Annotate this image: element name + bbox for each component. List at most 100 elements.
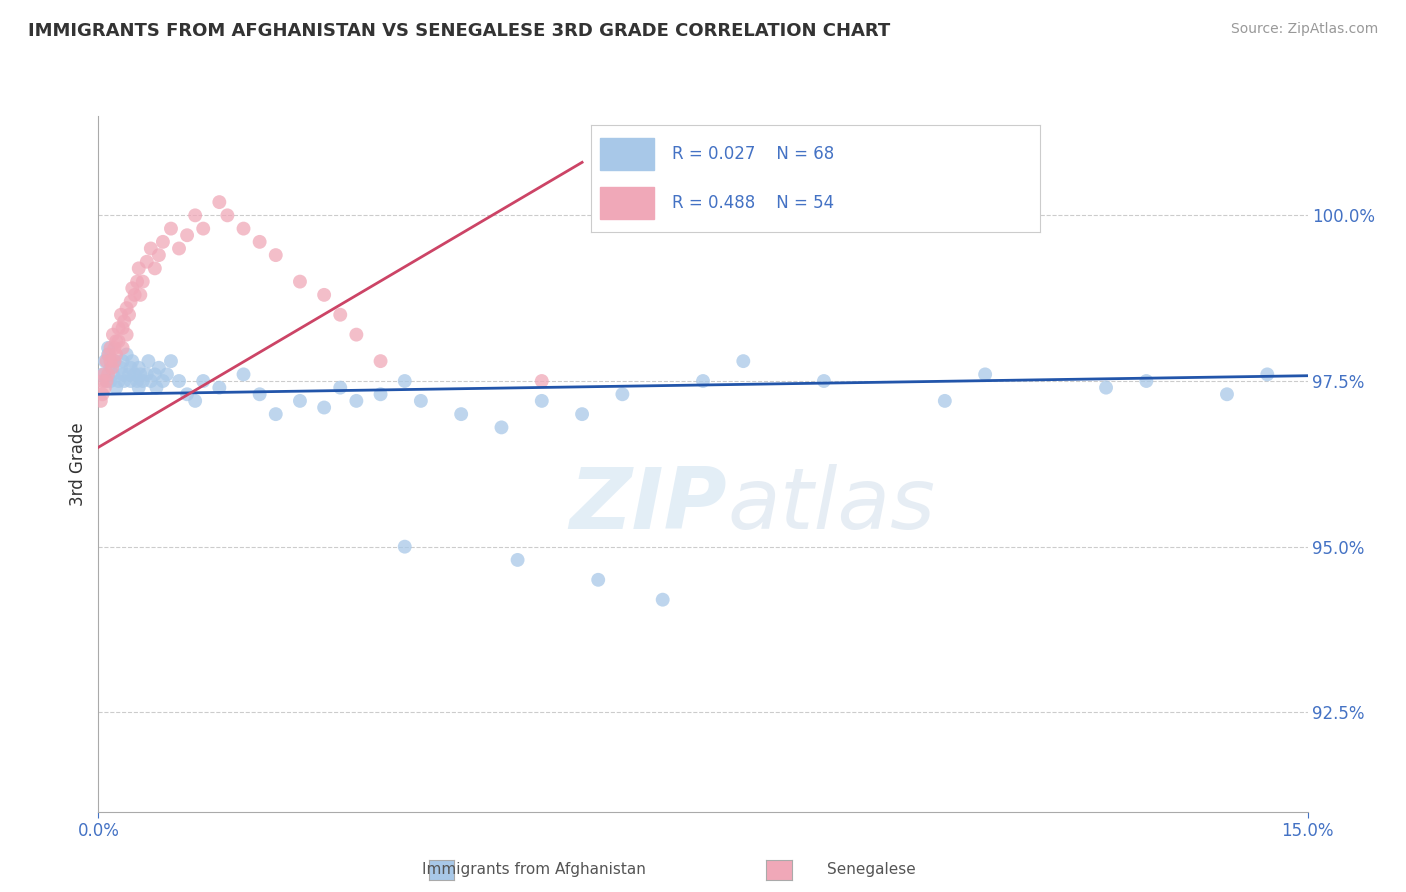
Point	[105, 381, 128, 395]
Point	[152, 374, 174, 388]
Point	[112, 374, 135, 388]
Point	[193, 221, 215, 235]
Point	[651, 592, 673, 607]
Point	[97, 368, 120, 382]
Point	[96, 374, 118, 388]
Y-axis label: 3rd Grade: 3rd Grade	[69, 422, 87, 506]
Point	[160, 354, 183, 368]
Point	[91, 387, 114, 401]
Point	[934, 393, 956, 408]
Point	[148, 360, 170, 375]
Text: Senegalese: Senegalese	[827, 863, 917, 877]
Point	[288, 393, 311, 408]
Point	[264, 248, 287, 262]
Point	[91, 368, 114, 382]
Point	[91, 374, 114, 388]
Point	[733, 354, 755, 368]
Point	[135, 368, 157, 382]
Point	[148, 248, 170, 262]
Point	[107, 374, 129, 388]
Text: R = 0.488    N = 54: R = 0.488 N = 54	[672, 194, 834, 212]
Point	[101, 327, 124, 342]
Point	[105, 334, 128, 349]
Point	[612, 387, 634, 401]
Point	[1216, 387, 1239, 401]
Point	[97, 347, 120, 361]
Point	[94, 354, 117, 368]
Point	[530, 393, 553, 408]
Point	[115, 347, 138, 361]
Point	[193, 374, 215, 388]
Point	[370, 387, 392, 401]
Point	[974, 368, 997, 382]
Point	[115, 327, 138, 342]
Point	[491, 420, 513, 434]
Point	[176, 387, 198, 401]
Point	[506, 553, 529, 567]
Point	[100, 360, 122, 375]
Point	[314, 288, 336, 302]
Point	[232, 221, 254, 235]
Point	[101, 360, 124, 375]
Text: atlas: atlas	[727, 464, 935, 547]
Point	[530, 374, 553, 388]
Point	[103, 341, 125, 355]
Point	[167, 242, 190, 256]
Point	[145, 381, 167, 395]
Point	[167, 374, 190, 388]
Point	[120, 294, 142, 309]
Point	[103, 354, 125, 368]
Point	[217, 208, 239, 222]
Point	[139, 242, 162, 256]
Point	[100, 341, 122, 355]
Point	[115, 301, 138, 315]
Point	[138, 354, 160, 368]
Point	[121, 354, 143, 368]
Point	[1256, 368, 1278, 382]
Text: Immigrants from Afghanistan: Immigrants from Afghanistan	[422, 863, 647, 877]
Point	[110, 360, 132, 375]
Point	[394, 374, 416, 388]
Point	[111, 341, 134, 355]
Point	[103, 354, 125, 368]
Point	[124, 368, 146, 382]
Point	[344, 327, 367, 342]
Point	[97, 341, 120, 355]
Point	[160, 221, 183, 235]
Point	[571, 407, 593, 421]
Text: ZIP: ZIP	[569, 464, 727, 547]
Point	[128, 360, 150, 375]
Bar	[599, 137, 654, 169]
Point	[105, 347, 128, 361]
Point	[813, 374, 835, 388]
Point	[184, 208, 207, 222]
Point	[111, 321, 134, 335]
Point	[111, 354, 134, 368]
Point	[96, 374, 118, 388]
Point	[129, 368, 152, 382]
Point	[409, 393, 432, 408]
Point	[135, 254, 157, 268]
Point	[314, 401, 336, 415]
Point	[139, 374, 162, 388]
Bar	[599, 187, 654, 219]
Point	[143, 368, 166, 382]
Point	[121, 281, 143, 295]
Point	[132, 374, 155, 388]
Point	[118, 308, 141, 322]
Point	[249, 387, 271, 401]
Point	[97, 347, 120, 361]
Point	[176, 228, 198, 243]
Point	[329, 381, 352, 395]
Point	[120, 374, 142, 388]
Point	[288, 275, 311, 289]
Point	[370, 354, 392, 368]
Point	[208, 381, 231, 395]
Point	[143, 261, 166, 276]
Point	[93, 368, 115, 382]
Point	[450, 407, 472, 421]
Point	[129, 288, 152, 302]
Point	[120, 360, 142, 375]
Point	[127, 374, 149, 388]
Point	[264, 407, 287, 421]
